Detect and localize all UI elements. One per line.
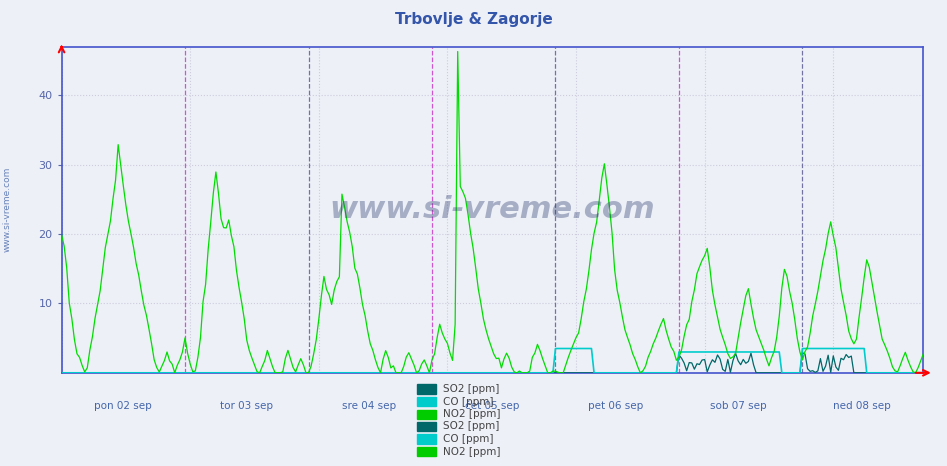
Text: www.si-vreme.com: www.si-vreme.com [3,167,12,253]
Text: sob 07 sep: sob 07 sep [710,401,767,411]
Text: CO [ppm]: CO [ppm] [443,434,493,444]
Text: tor 03 sep: tor 03 sep [220,401,273,411]
Text: NO2 [ppm]: NO2 [ppm] [443,409,501,419]
Text: SO2 [ppm]: SO2 [ppm] [443,384,500,394]
Text: www.si-vreme.com: www.si-vreme.com [330,195,655,224]
Text: sre 04 sep: sre 04 sep [342,401,397,411]
Text: čet 05 sep: čet 05 sep [465,401,520,411]
Text: pon 02 sep: pon 02 sep [95,401,152,411]
Text: ned 08 sep: ned 08 sep [833,401,890,411]
Text: CO [ppm]: CO [ppm] [443,397,493,407]
Text: SO2 [ppm]: SO2 [ppm] [443,421,500,432]
Text: pet 06 sep: pet 06 sep [588,401,643,411]
Text: NO2 [ppm]: NO2 [ppm] [443,446,501,457]
Text: Trbovlje & Zagorje: Trbovlje & Zagorje [395,12,552,27]
